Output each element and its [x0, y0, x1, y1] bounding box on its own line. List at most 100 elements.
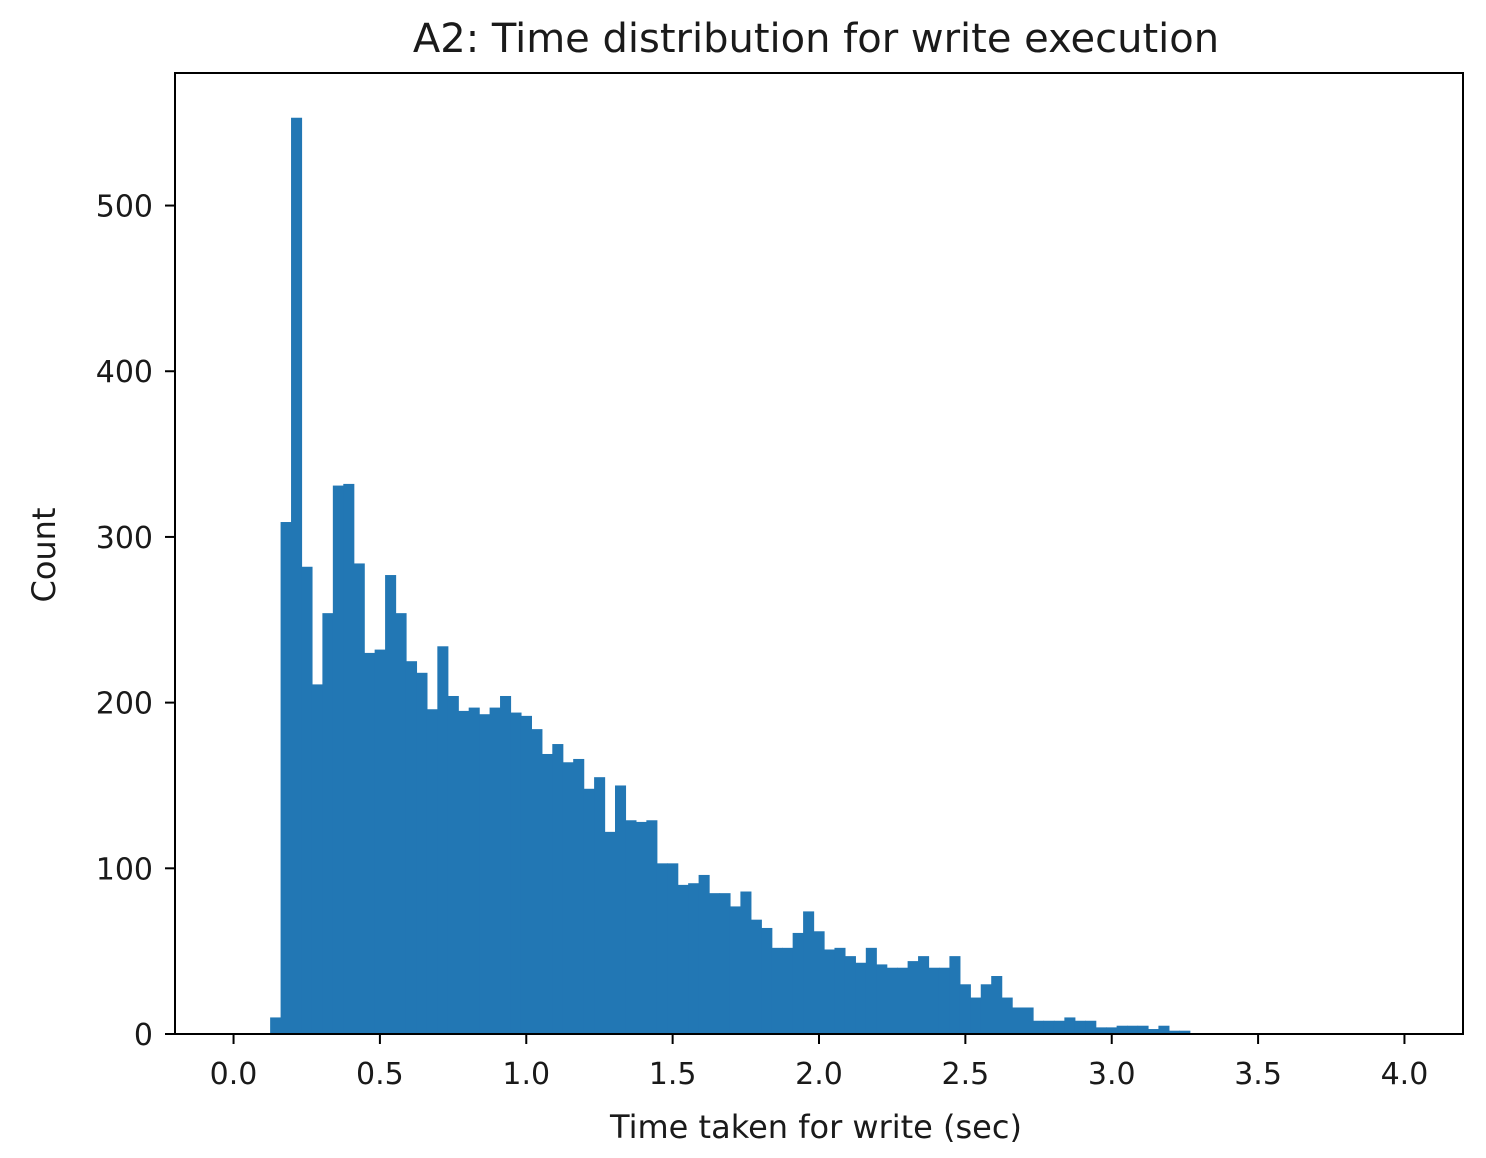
histogram-bar — [855, 962, 867, 1034]
histogram-bar — [1179, 1030, 1191, 1034]
x-tick-label: 4.0 — [1381, 1057, 1429, 1092]
histogram-bar — [1043, 1020, 1055, 1034]
histogram-bar — [897, 967, 909, 1034]
histogram-bar — [813, 931, 825, 1034]
histogram-bar — [322, 613, 334, 1034]
histogram-bar — [719, 893, 731, 1034]
histogram-bar — [980, 984, 992, 1034]
histogram-bar — [803, 911, 815, 1034]
histogram-bar — [1137, 1025, 1149, 1034]
histogram-bar — [1106, 1027, 1118, 1034]
histogram-bar — [771, 947, 783, 1034]
histogram-bar — [709, 893, 721, 1034]
histogram-bar — [416, 672, 428, 1034]
histogram-bar — [1085, 1020, 1097, 1034]
histogram-bars — [270, 117, 1191, 1035]
x-tick-label: 0.0 — [210, 1057, 258, 1092]
histogram-bar — [447, 695, 459, 1034]
histogram-bar — [677, 884, 689, 1034]
histogram-bar — [1095, 1027, 1107, 1034]
histogram-bar — [1022, 1007, 1034, 1034]
histogram-bar — [332, 485, 344, 1034]
histogram-bar — [1012, 1007, 1024, 1034]
histogram-bar — [291, 117, 303, 1035]
histogram-bar — [583, 788, 595, 1034]
x-tick-label: 2.5 — [942, 1057, 990, 1092]
histogram-bar — [792, 932, 804, 1034]
histogram-bar — [468, 707, 480, 1034]
histogram-bar — [928, 967, 940, 1034]
x-axis-label: Time taken for write (sec) — [609, 1108, 1022, 1146]
y-tick-label: 200 — [96, 687, 153, 722]
histogram-bar — [385, 575, 397, 1034]
histogram-bar — [270, 1017, 282, 1034]
histogram-bar — [1168, 1030, 1180, 1034]
histogram-bar — [824, 949, 836, 1034]
histogram-bar — [594, 777, 606, 1034]
histogram-bar — [1147, 1029, 1160, 1034]
chart-title: A2: Time distribution for write executio… — [413, 16, 1219, 62]
histogram-bar — [1127, 1025, 1139, 1034]
histogram-bar — [280, 522, 292, 1034]
histogram-bar — [520, 715, 532, 1034]
histogram-bar — [876, 964, 888, 1034]
histogram-bar — [646, 820, 658, 1034]
histogram-bar — [938, 967, 951, 1034]
histogram-bar — [437, 646, 449, 1034]
histogram-bar — [865, 947, 877, 1034]
y-tick-label: 0 — [134, 1018, 153, 1053]
histogram-bar — [1033, 1020, 1045, 1034]
histogram-bar — [1064, 1017, 1076, 1034]
histogram-bar — [625, 820, 637, 1034]
histogram-bar — [907, 961, 919, 1034]
histogram-bar — [615, 785, 627, 1034]
histogram-bar — [541, 753, 553, 1034]
y-axis-label: Count — [25, 507, 63, 602]
histogram-bar — [844, 956, 856, 1034]
histogram-bar — [970, 997, 982, 1034]
histogram-bar — [667, 863, 679, 1034]
y-tick-label: 500 — [96, 190, 153, 225]
histogram-bar — [959, 984, 971, 1034]
x-tick-label: 0.5 — [356, 1057, 404, 1092]
histogram-bar — [688, 883, 700, 1034]
y-tick-label: 400 — [96, 355, 153, 390]
histogram-bar — [311, 684, 323, 1034]
histogram-bar — [500, 695, 512, 1034]
histogram-bar — [761, 927, 773, 1034]
histogram-bar — [1074, 1020, 1086, 1034]
x-tick-label: 1.5 — [649, 1057, 697, 1092]
histogram-bar — [886, 967, 898, 1034]
histogram-bar — [405, 661, 418, 1034]
histogram-bar — [562, 762, 574, 1034]
histogram-bar — [834, 947, 846, 1034]
x-tick-label: 3.0 — [1088, 1057, 1136, 1092]
histogram-bar — [1116, 1025, 1128, 1034]
histogram-bar — [364, 652, 376, 1034]
histogram-bar — [740, 891, 752, 1034]
histogram-bar — [635, 821, 647, 1034]
histogram-bar — [729, 906, 741, 1034]
histogram-bar — [301, 566, 313, 1034]
x-tick-label: 2.0 — [795, 1057, 843, 1092]
histogram-bar — [479, 714, 491, 1034]
histogram-bar — [343, 483, 355, 1034]
histogram-bar — [458, 710, 470, 1034]
histogram-bar — [1001, 997, 1013, 1034]
y-tick-label: 100 — [96, 852, 153, 887]
histogram-bar — [395, 613, 407, 1034]
histogram-bar — [510, 712, 522, 1034]
histogram-bar — [374, 649, 386, 1034]
histogram-bar — [426, 709, 438, 1034]
histogram-bar — [552, 744, 564, 1034]
histogram-bar — [698, 874, 710, 1034]
x-tick-label: 1.0 — [502, 1057, 550, 1092]
histogram-bar — [750, 919, 762, 1034]
histogram-bar — [604, 831, 616, 1034]
x-axis: 0.0 0.5 1.0 1.5 2.0 2.5 3.0 3.5 4.0 — [210, 1034, 1429, 1092]
histogram-bar — [353, 563, 365, 1034]
histogram-bar — [489, 707, 501, 1034]
histogram-bar — [573, 758, 585, 1034]
histogram-bar — [531, 729, 543, 1034]
